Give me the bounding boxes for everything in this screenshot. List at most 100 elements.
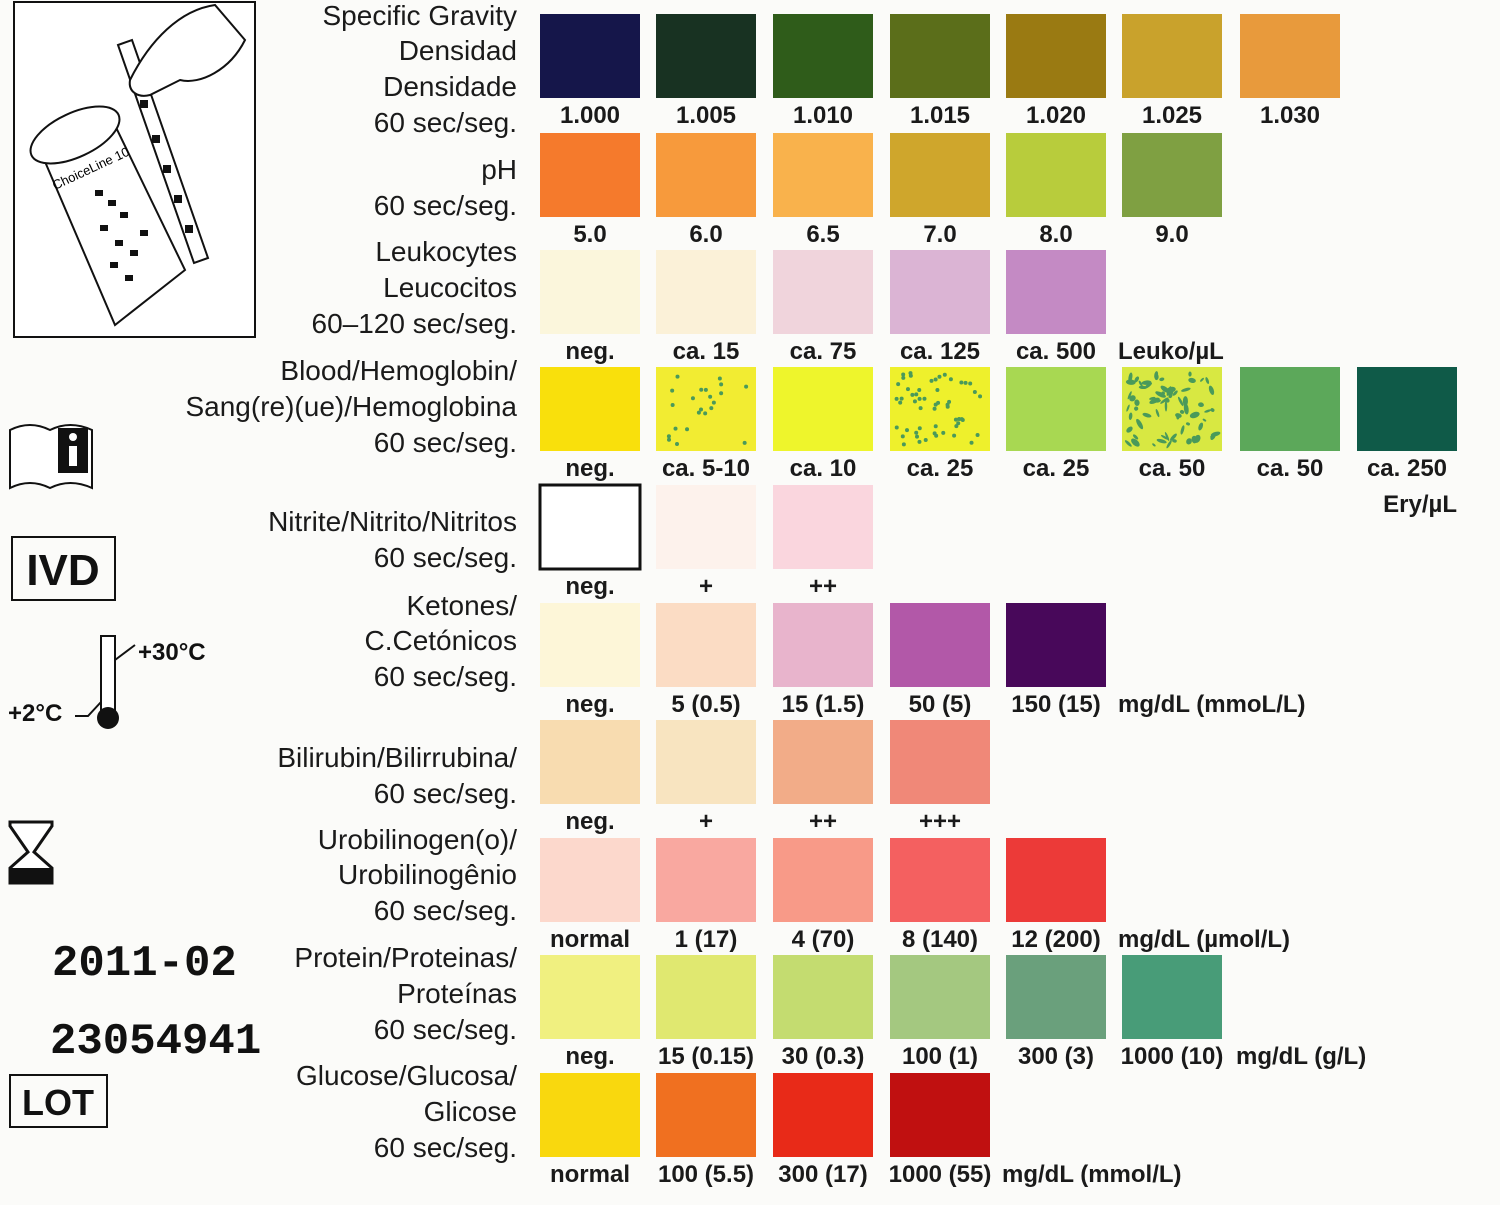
date: 2011-02 <box>52 939 237 989</box>
pattern-spot <box>1179 409 1185 414</box>
swatch-label: 9.0 <box>1155 221 1188 248</box>
pattern-dot <box>703 411 708 416</box>
pattern-dot <box>673 426 678 431</box>
pattern-dot <box>957 417 962 422</box>
color-swatch <box>656 250 756 334</box>
pattern-dot <box>975 432 980 437</box>
pattern-spot <box>1126 404 1130 412</box>
swatch-label: ca. 50 <box>1257 455 1324 482</box>
pattern-spot <box>1166 440 1172 449</box>
pattern-spot <box>1185 422 1190 426</box>
pattern-dot <box>674 441 679 446</box>
pattern-dot <box>941 430 946 435</box>
pattern-dot <box>675 374 680 379</box>
pattern-dot <box>699 407 704 412</box>
pattern-dot <box>670 402 675 407</box>
pattern-dot <box>972 390 977 395</box>
row-label: 60 sec/seg. <box>374 107 517 138</box>
color-swatch <box>773 1073 873 1157</box>
swatch-label: 300 (3) <box>1018 1043 1094 1070</box>
color-swatch <box>890 133 990 217</box>
swatch-label: ca. 25 <box>907 455 974 482</box>
pattern-spot <box>1156 438 1167 444</box>
pattern-dot <box>699 387 704 392</box>
color-swatch <box>656 603 756 687</box>
color-swatch <box>890 250 990 334</box>
pattern-dot <box>963 380 968 385</box>
row-label: Leucocitos <box>383 272 517 303</box>
pattern-spot <box>1127 391 1132 400</box>
swatch-label: 7.0 <box>923 221 956 248</box>
color-swatch <box>656 485 756 569</box>
color-swatch <box>1006 367 1106 451</box>
color-swatch <box>656 720 756 804</box>
swatch-label: 50 (5) <box>909 691 972 718</box>
pattern-dot <box>703 387 708 392</box>
row-label: 60 sec/seg. <box>374 1132 517 1163</box>
color-swatch <box>540 250 640 334</box>
color-swatch <box>1122 955 1222 1039</box>
pattern-spot <box>1155 391 1166 398</box>
row-label: Glucose/Glucosa/ <box>296 1060 517 1091</box>
row-label: 60 sec/seg. <box>374 190 517 221</box>
row-label: 60 sec/seg. <box>374 542 517 573</box>
pattern-spot <box>1136 418 1144 430</box>
swatch-label: 150 (15) <box>1011 691 1100 718</box>
pattern-spot <box>1191 435 1198 444</box>
swatch-label: 6.5 <box>806 221 839 248</box>
unit-label: mg/dL (mmoL/L) <box>1118 691 1306 718</box>
pattern-dot <box>952 433 957 438</box>
pattern-dot <box>954 424 959 429</box>
pattern-dot <box>918 406 923 411</box>
pattern-spot <box>1124 440 1132 447</box>
pattern-spot <box>1128 412 1133 420</box>
pattern-dot <box>901 372 906 377</box>
pattern-dot <box>933 377 938 382</box>
color-swatch <box>890 603 990 687</box>
color-swatch <box>890 838 990 922</box>
hourglass-icon <box>8 820 54 885</box>
row-label: 60 sec/seg. <box>374 1014 517 1045</box>
color-swatch <box>656 1073 756 1157</box>
pattern-dot <box>948 377 953 382</box>
color-swatch <box>540 133 640 217</box>
pattern-spot <box>1160 435 1169 440</box>
swatch-pattern <box>666 374 749 446</box>
swatch-label: normal <box>550 1161 630 1188</box>
pattern-dot <box>917 426 922 431</box>
ivd-text: IVD <box>26 546 99 595</box>
temp-low: +2°C <box>8 700 62 727</box>
pattern-spot <box>1134 376 1140 383</box>
swatch-label: 5.0 <box>573 221 606 248</box>
pattern-spot <box>1142 412 1152 418</box>
row-label: Densidade <box>383 71 517 102</box>
pattern-spot <box>1125 379 1136 385</box>
swatch-label: 1.015 <box>910 102 970 129</box>
pattern-dot <box>914 430 919 435</box>
pattern-spot <box>1177 396 1184 407</box>
row-label: Proteínas <box>397 978 517 1009</box>
color-swatch <box>773 720 873 804</box>
swatch-label: + <box>699 808 713 835</box>
row-label: Bilirubin/Bilirrubina/ <box>277 742 517 773</box>
swatch-label: ca. 500 <box>1016 338 1096 365</box>
swatch-label: 300 (17) <box>778 1161 867 1188</box>
color-swatch <box>540 367 640 451</box>
pattern-dot <box>932 406 937 411</box>
pattern-spot <box>1165 398 1170 403</box>
swatch-label: 5 (0.5) <box>671 691 740 718</box>
pattern-spot <box>1138 380 1143 387</box>
pattern-dot <box>894 425 899 430</box>
swatch-label: ca. 5-10 <box>662 455 750 482</box>
color-swatch <box>540 955 640 1039</box>
pattern-spot <box>1134 399 1140 406</box>
pattern-spot <box>1181 387 1191 392</box>
swatch-label: 30 (0.3) <box>782 1043 865 1070</box>
pattern-dot <box>929 378 934 383</box>
row-label: 60–120 sec/seg. <box>312 308 518 339</box>
pattern-spot <box>1155 399 1161 403</box>
temperature-icon <box>75 635 136 729</box>
swatch-label: 1.025 <box>1142 102 1202 129</box>
swatch-label: 8 (140) <box>902 926 978 953</box>
pattern-spot <box>1202 418 1207 422</box>
